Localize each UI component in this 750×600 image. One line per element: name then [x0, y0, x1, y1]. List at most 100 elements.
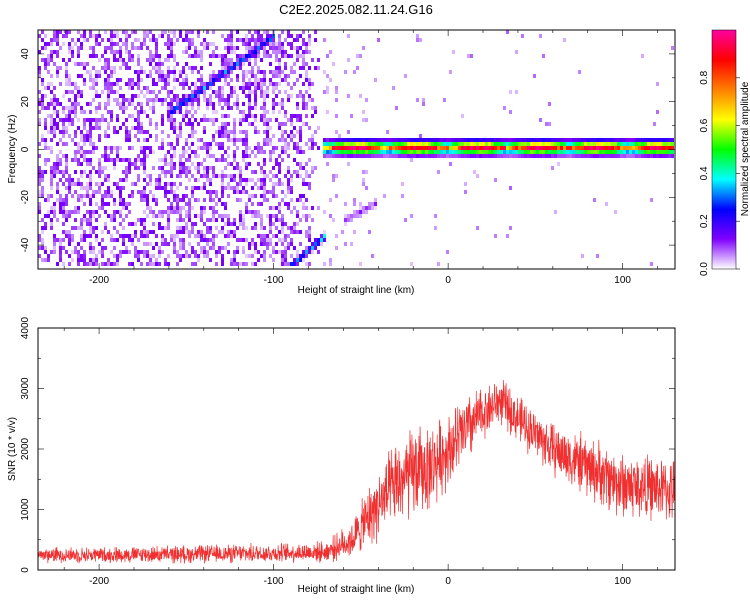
spectrogram-cell: [164, 190, 167, 194]
spectrogram-cell: [221, 126, 224, 130]
spectrogram-cell: [134, 162, 137, 166]
spectrogram-cell: [95, 202, 98, 206]
spectrogram-cell: [599, 138, 602, 142]
spectrogram-cell: [41, 106, 44, 110]
spectrogram-cell: [233, 126, 236, 130]
spectrogram-cell: [107, 58, 110, 62]
spectrogram-cell: [296, 214, 299, 218]
spectrogram-cell: [248, 254, 251, 258]
spectrogram-cell: [605, 202, 608, 206]
spectrogram-cell: [53, 214, 56, 218]
spectrogram-cell: [350, 154, 353, 158]
spectrogram-cell: [161, 34, 164, 38]
spectrogram-cell: [248, 58, 251, 62]
spectrogram-cell: [209, 182, 212, 186]
spectrogram-cell: [98, 134, 101, 138]
spectrogram-cell: [341, 230, 344, 234]
spectrogram-cell: [71, 138, 74, 142]
spectrogram-cell: [653, 154, 656, 158]
spectrogram-cell: [44, 142, 47, 146]
spectrogram-cell: [101, 166, 104, 170]
spectrogram-cell: [581, 254, 584, 258]
spectrogram-cell: [239, 58, 242, 62]
spectrogram-cell: [188, 166, 191, 170]
spectrogram-cell: [431, 142, 434, 146]
spectrogram-cell: [161, 166, 164, 170]
spectrogram-cell: [173, 126, 176, 130]
spectrogram-cell: [173, 198, 176, 202]
spectrogram-cell: [191, 262, 194, 266]
spectrogram-cell: [317, 206, 320, 210]
spectrogram-cell: [668, 150, 671, 154]
spectrogram-cell: [377, 146, 380, 150]
spectrogram-cell: [494, 178, 497, 182]
spectrogram-cell: [353, 150, 356, 154]
spectrogram-cell: [62, 106, 65, 110]
spectrogram-cell: [170, 110, 173, 114]
spectrogram-cell: [242, 38, 245, 42]
spectrogram-cell: [554, 150, 557, 154]
spectrogram-cell: [257, 150, 260, 154]
spectrogram-cell: [185, 226, 188, 230]
spectrogram-cell: [53, 166, 56, 170]
spectrogram-cell: [191, 130, 194, 134]
spectrogram-cell: [170, 210, 173, 214]
spectrogram-cell: [386, 150, 389, 154]
spectrogram-cell: [263, 186, 266, 190]
spectrogram-cell: [89, 74, 92, 78]
spectrogram-cell: [494, 150, 497, 154]
spectrogram-cell: [452, 146, 455, 150]
spectrogram-cell: [611, 146, 614, 150]
spectrogram-cell: [308, 246, 311, 250]
spectrogram-cell: [248, 94, 251, 98]
spectrogram-cell: [155, 66, 158, 70]
spectrogram-cell: [266, 94, 269, 98]
spectrogram-cell: [203, 130, 206, 134]
spectrogram-cell: [68, 46, 71, 50]
spectrogram-cell: [281, 46, 284, 50]
spectrogram-cell: [251, 122, 254, 126]
spectrogram-cell: [374, 150, 377, 154]
spectrogram-cell: [80, 134, 83, 138]
spectrogram-cell: [158, 174, 161, 178]
spectrogram-cell: [179, 126, 182, 130]
spectrogram-cell: [431, 154, 434, 158]
spectrogram-cell: [326, 110, 329, 114]
spectrogram-cell: [422, 138, 425, 142]
spectrogram-cell: [530, 146, 533, 150]
spectrogram-cell: [224, 186, 227, 190]
spectrogram-cell: [203, 246, 206, 250]
spectrogram-cell: [68, 78, 71, 82]
spectrogram-cell: [128, 158, 131, 162]
spectrogram-cell: [287, 226, 290, 230]
spectrogram-cell: [56, 54, 59, 58]
spectrogram-cell: [68, 134, 71, 138]
spectrogram-cell: [56, 66, 59, 70]
spectrogram-cell: [185, 214, 188, 218]
spectrogram-cell: [641, 54, 644, 58]
spectrogram-cell: [215, 226, 218, 230]
spectrogram-cell: [404, 142, 407, 146]
spectrogram-cell: [275, 194, 278, 198]
spectrogram-cell: [461, 150, 464, 154]
spectrogram-cell: [188, 178, 191, 182]
spectrogram-cell: [149, 90, 152, 94]
spectrogram-cell: [572, 154, 575, 158]
spectrogram-cell: [422, 150, 425, 154]
spectrogram-cell: [485, 150, 488, 154]
spectrogram-cell: [194, 50, 197, 54]
spectrogram-cell: [119, 234, 122, 238]
spectrogram-cell: [467, 154, 470, 158]
spectrogram-cell: [326, 86, 329, 90]
spectrogram-cell: [533, 142, 536, 146]
spectrogram-cell: [284, 194, 287, 198]
spectrogram-cell: [116, 238, 119, 242]
spectrogram-cell: [89, 110, 92, 114]
spectrogram-cell: [416, 138, 419, 142]
spectrogram-cell: [647, 154, 650, 158]
spectrogram-cell: [341, 154, 344, 158]
spectrogram-cell: [56, 114, 59, 118]
spectrogram-cell: [569, 138, 572, 142]
spectrogram-cell: [146, 102, 149, 106]
spectrogram-cell: [140, 110, 143, 114]
